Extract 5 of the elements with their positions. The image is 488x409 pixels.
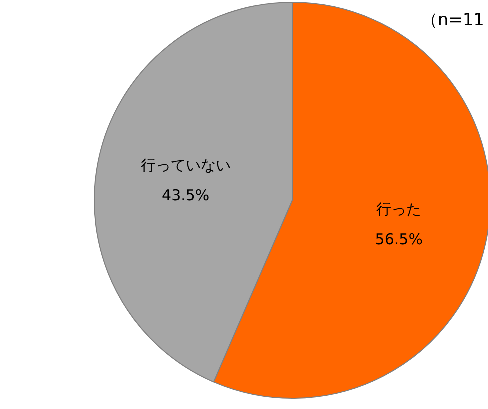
slice-label: 行った [376,200,422,219]
data-label: 43.5% [162,186,210,204]
text: （n=11 [420,10,485,30]
slice-label: 行っていない [140,156,231,174]
data-label: 56.5% [375,230,423,249]
